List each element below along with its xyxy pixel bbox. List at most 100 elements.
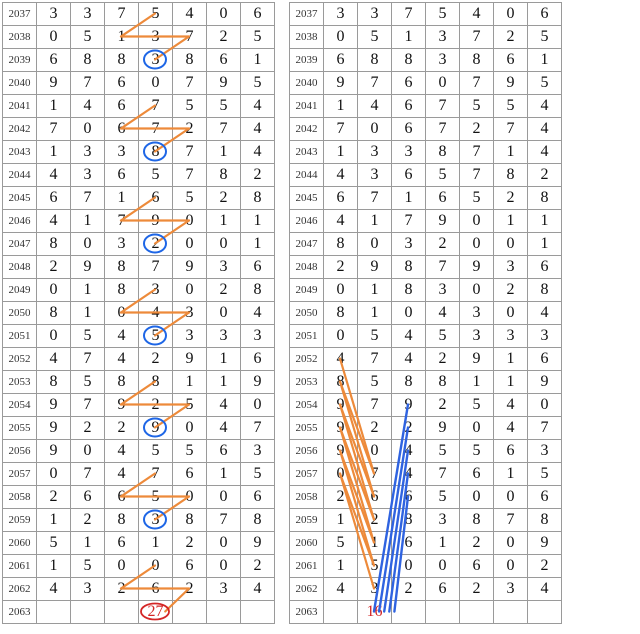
data-cell: 2 — [528, 555, 562, 578]
data-cell: 8 — [324, 233, 358, 256]
data-cell: 0 — [460, 279, 494, 302]
container: 2037337540620380513725203968838612040976… — [0, 0, 640, 626]
data-cell: 1 — [207, 210, 241, 233]
row-id: 2061 — [3, 555, 37, 578]
row-id: 2042 — [3, 118, 37, 141]
data-cell: 4 — [207, 417, 241, 440]
data-cell: 0 — [324, 463, 358, 486]
data-cell: 5 — [241, 463, 275, 486]
data-cell: 5 — [37, 532, 71, 555]
data-cell: 1 — [528, 49, 562, 72]
data-cell: 7 — [460, 72, 494, 95]
data-cell: 3 — [139, 279, 173, 302]
prediction-cell — [173, 601, 207, 624]
data-cell: 3 — [426, 509, 460, 532]
data-cell: 0 — [358, 233, 392, 256]
row-id: 2048 — [3, 256, 37, 279]
data-cell: 1 — [71, 302, 105, 325]
data-cell: 0 — [392, 302, 426, 325]
data-cell: 9 — [37, 394, 71, 417]
data-cell: 1 — [139, 532, 173, 555]
data-cell: 4 — [71, 95, 105, 118]
data-cell: 9 — [324, 394, 358, 417]
data-cell: 6 — [358, 486, 392, 509]
data-cell: 3 — [71, 3, 105, 26]
data-cell: 1 — [241, 233, 275, 256]
data-cell: 7 — [426, 118, 460, 141]
data-cell: 4 — [241, 302, 275, 325]
row-id: 2058 — [3, 486, 37, 509]
data-cell: 4 — [324, 578, 358, 601]
data-cell: 1 — [207, 141, 241, 164]
right-panel: 2037337540620380513725203968838612040976… — [289, 2, 562, 624]
data-cell: 6 — [392, 486, 426, 509]
data-cell: 9 — [392, 394, 426, 417]
data-cell: 0 — [528, 394, 562, 417]
data-cell: 0 — [37, 279, 71, 302]
data-cell: 8 — [105, 509, 139, 532]
data-cell: 0 — [71, 233, 105, 256]
data-cell: 9 — [207, 72, 241, 95]
data-cell: 3 — [494, 578, 528, 601]
data-cell: 9 — [37, 440, 71, 463]
data-cell: 4 — [324, 210, 358, 233]
data-cell: 1 — [426, 532, 460, 555]
data-cell: 6 — [392, 118, 426, 141]
data-cell: 1 — [207, 463, 241, 486]
data-cell: 1 — [105, 26, 139, 49]
data-cell: 3 — [105, 233, 139, 256]
data-cell: 7 — [358, 348, 392, 371]
data-cell: 7 — [105, 3, 139, 26]
data-cell: 4 — [105, 463, 139, 486]
data-cell: 0 — [392, 555, 426, 578]
data-cell: 9 — [139, 210, 173, 233]
data-cell: 7 — [460, 141, 494, 164]
data-cell: 8 — [105, 49, 139, 72]
data-cell: 3 — [173, 325, 207, 348]
data-cell: 5 — [426, 164, 460, 187]
data-cell: 9 — [358, 256, 392, 279]
data-cell: 0 — [494, 486, 528, 509]
data-cell: 8 — [392, 371, 426, 394]
data-cell: 7 — [37, 118, 71, 141]
data-cell: 0 — [426, 555, 460, 578]
data-cell: 4 — [207, 394, 241, 417]
row-id: 2051 — [3, 325, 37, 348]
data-cell: 9 — [494, 72, 528, 95]
data-cell: 2 — [494, 279, 528, 302]
data-cell: 3 — [358, 3, 392, 26]
row-id: 2062 — [3, 578, 37, 601]
data-cell: 7 — [139, 95, 173, 118]
row-id: 2042 — [290, 118, 324, 141]
data-cell: 8 — [392, 49, 426, 72]
data-cell: 7 — [241, 417, 275, 440]
data-cell: 1 — [358, 532, 392, 555]
data-cell: 2 — [207, 279, 241, 302]
data-cell: 8 — [37, 233, 71, 256]
data-cell: 2 — [105, 578, 139, 601]
data-cell: 3 — [392, 141, 426, 164]
data-cell: 8 — [392, 509, 426, 532]
data-cell: 6 — [392, 532, 426, 555]
data-cell: 9 — [173, 256, 207, 279]
data-cell: 5 — [139, 486, 173, 509]
data-cell: 1 — [324, 95, 358, 118]
row-id: 2049 — [3, 279, 37, 302]
data-cell: 4 — [37, 578, 71, 601]
data-cell: 0 — [105, 302, 139, 325]
data-cell: 2 — [241, 555, 275, 578]
row-id: 2045 — [3, 187, 37, 210]
data-cell: 5 — [426, 486, 460, 509]
data-cell: 0 — [494, 532, 528, 555]
data-cell: 9 — [460, 256, 494, 279]
data-cell: 3 — [71, 578, 105, 601]
data-cell: 1 — [105, 187, 139, 210]
row-id: 2055 — [3, 417, 37, 440]
data-cell: 9 — [528, 371, 562, 394]
data-cell: 3 — [207, 256, 241, 279]
data-cell: 6 — [37, 187, 71, 210]
data-cell: 3 — [358, 164, 392, 187]
row-id: 2052 — [290, 348, 324, 371]
data-cell: 1 — [324, 509, 358, 532]
prediction-cell — [324, 601, 358, 624]
